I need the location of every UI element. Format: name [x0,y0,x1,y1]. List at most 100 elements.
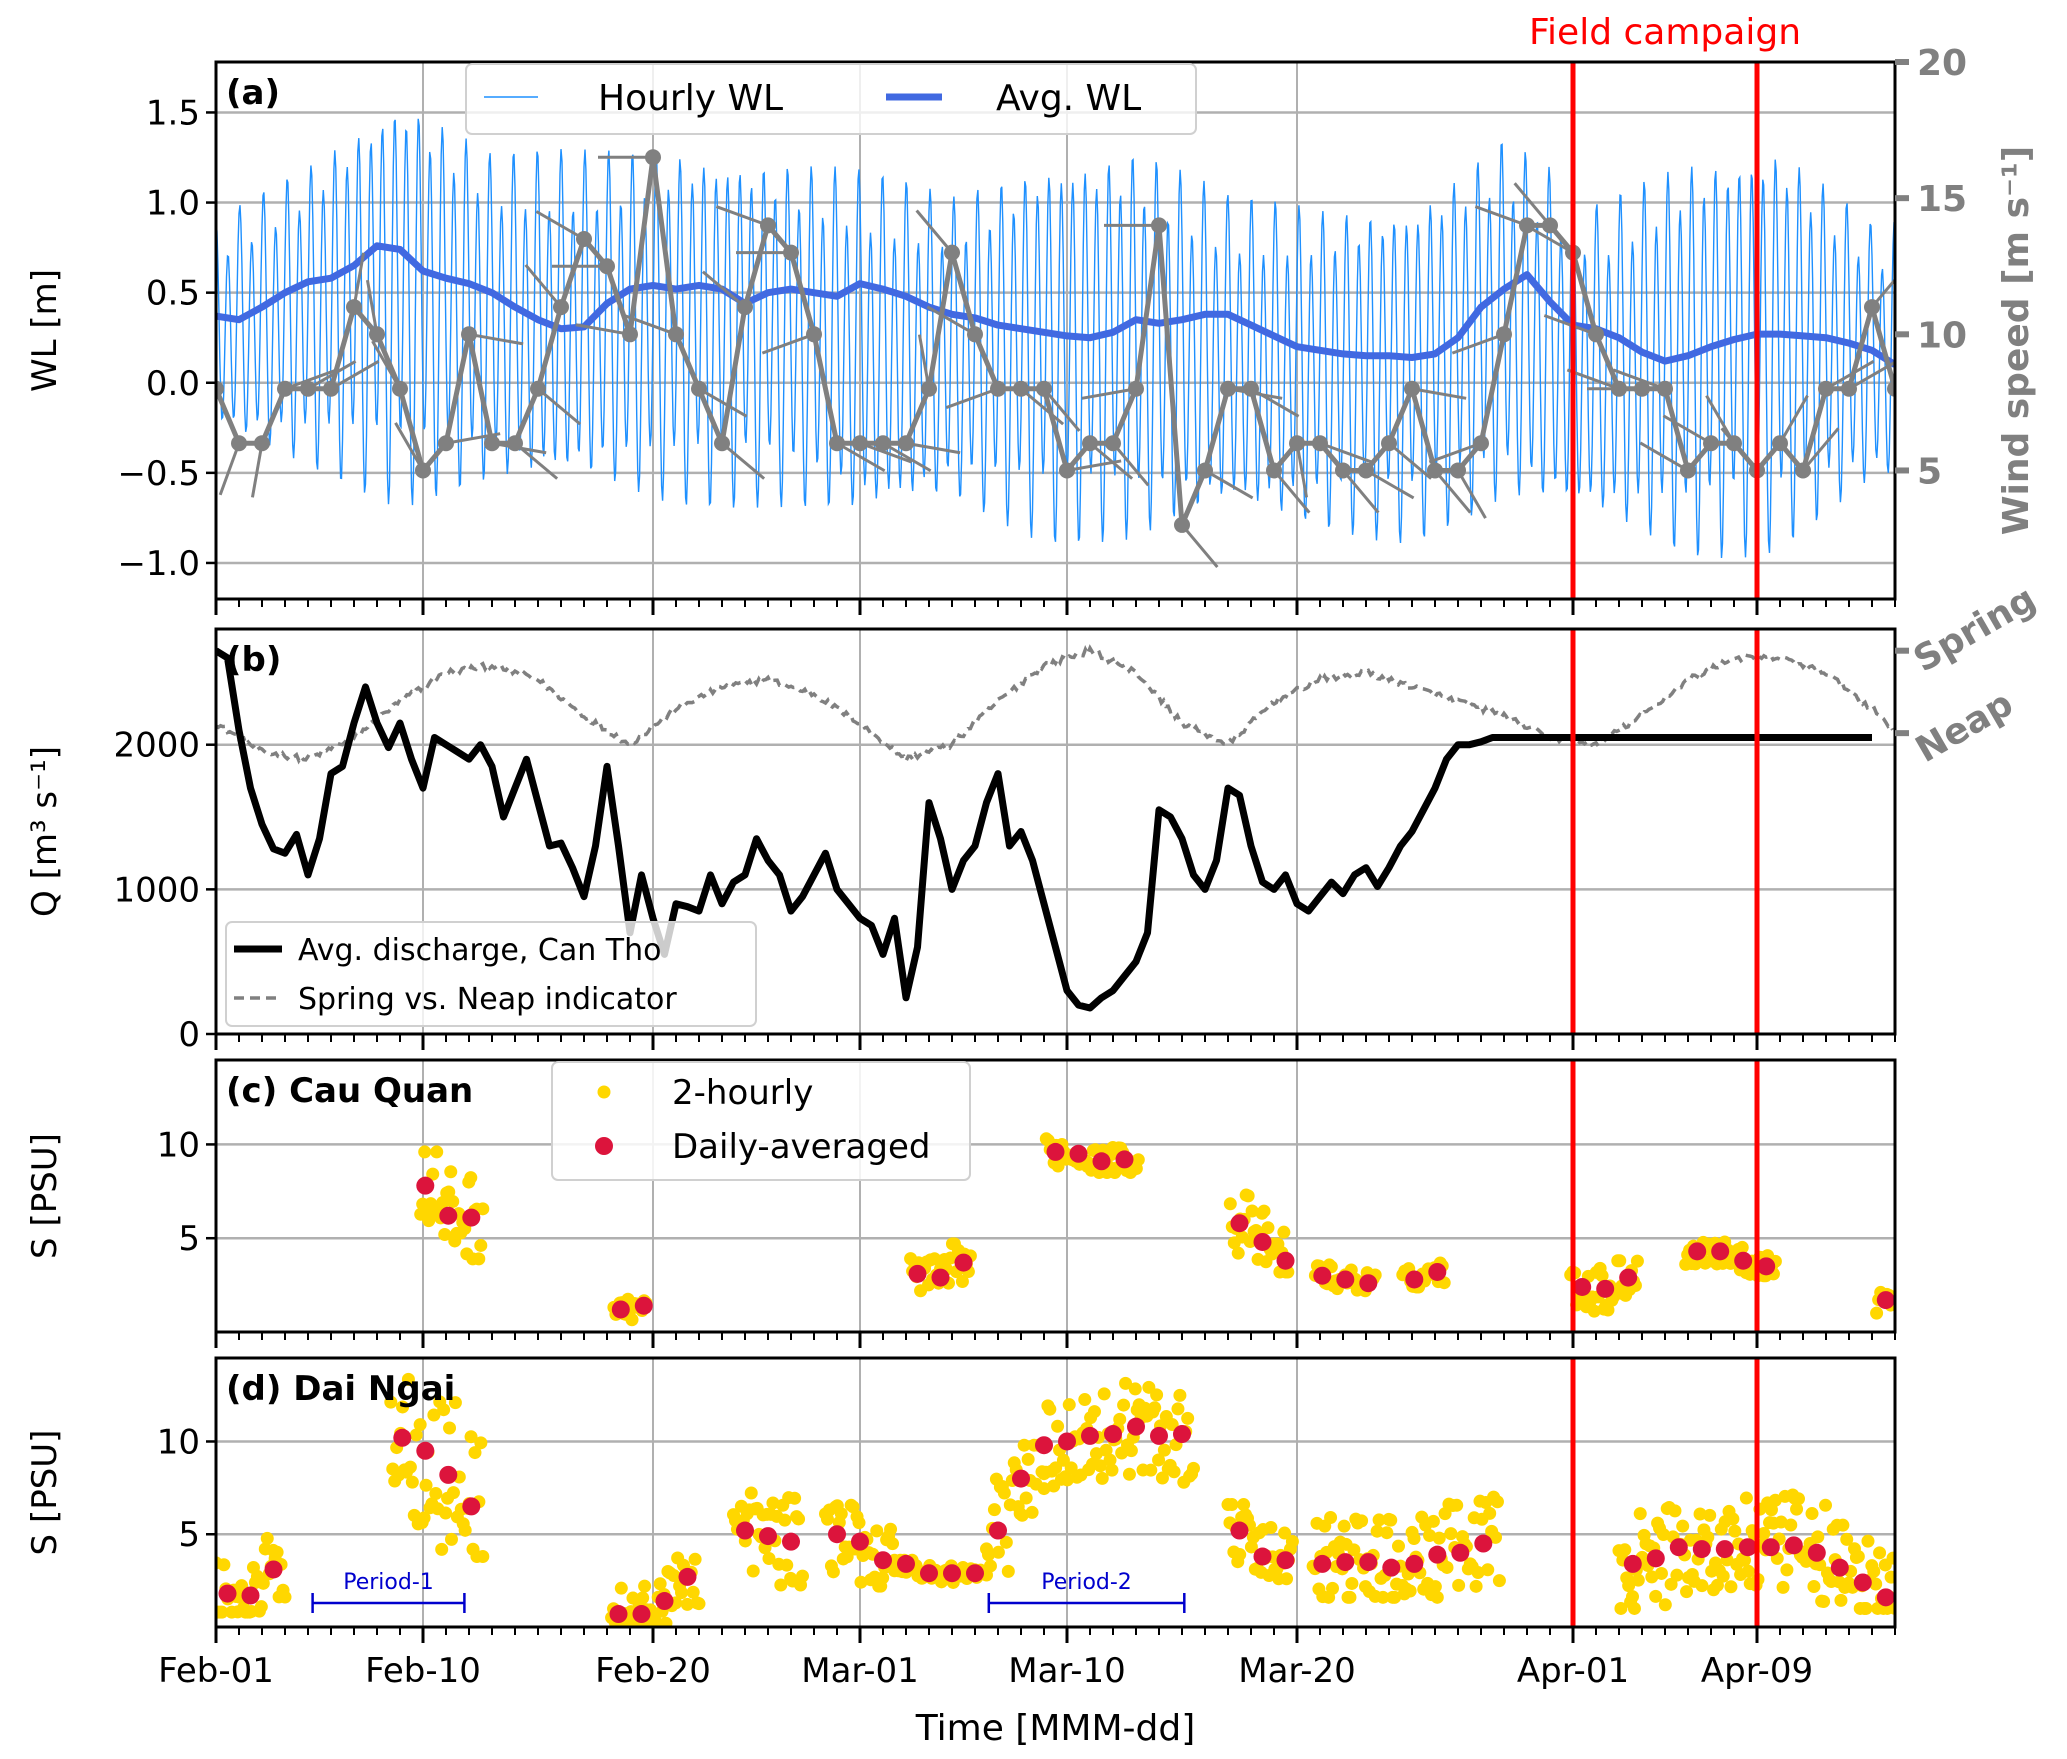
two-hourly-point [1626,1590,1640,1604]
two-hourly-point [1811,1530,1825,1544]
legend-avg-wl-label: Avg. WL [996,78,1141,119]
wind-speed-point [990,380,1006,397]
legend-box [225,921,757,1027]
wind-direction-stick [1319,441,1373,464]
two-hourly-point [1233,1548,1247,1562]
two-hourly-point [1703,1508,1717,1522]
wind-direction-stick [1801,427,1840,472]
wind-speed-point [1611,380,1627,397]
two-hourly-point [1064,1461,1078,1475]
two-hourly-point [474,1436,488,1450]
discharge-line [216,647,1872,1012]
daily-avg-point [416,1441,435,1460]
wind-speed-point [576,231,592,248]
x-tick-label: Apr-01 [1517,1651,1629,1691]
two-hourly-point [1370,1524,1384,1538]
two-hourly-point [1726,1512,1740,1526]
panel-frame-a [214,60,1897,601]
two-hourly-point [876,1571,890,1585]
two-hourly-point [435,1542,449,1556]
two-hourly-point [256,1576,270,1590]
legend-daily-avg-label: Daily-averaged [672,1127,930,1167]
two-hourly-point [762,1551,776,1565]
two-hourly-point [444,1532,458,1546]
two-hourly-point [1618,1543,1632,1557]
daily-avg-point [1757,1257,1776,1276]
wind-speed-point [783,244,799,261]
daily-avg-point [1428,1262,1447,1281]
wind-speed-point [1772,435,1788,452]
two-hourly-point [1264,1521,1278,1535]
wind-speed-point [1588,326,1604,343]
daily-avg-point [1173,1425,1191,1444]
wind-direction-stick [218,442,241,496]
wind-speed-point [1680,462,1696,479]
wind-speed-point [231,435,247,452]
daily-avg-point [1150,1426,1168,1445]
two-hourly-point [1432,1531,1446,1545]
daily-avg-point [1046,1142,1065,1161]
two-hourly-point [1261,1221,1275,1235]
daily-avg-point [1734,1251,1753,1270]
wind-direction-stick [524,263,563,309]
two-hourly-point [1103,1453,1117,1467]
wind-speed-point [277,380,293,397]
wind-direction-stick [915,209,954,254]
daily-avg-point [1104,1425,1122,1444]
two-hourly-point [680,1597,694,1611]
spring-neap-line [216,644,1895,766]
wind-speed-point [898,435,914,452]
wind-speed-point [1450,462,1466,479]
daily-avg-point [782,1532,800,1551]
wind-direction-stick [1456,469,1487,519]
two-hourly-point [667,1568,681,1582]
two-hourly-point [1724,1580,1738,1594]
wind-direction-stick [468,332,524,346]
x-tick-label: Mar-20 [1238,1651,1356,1691]
y-right-tick-label: 20 [1917,43,1967,84]
two-hourly-point [1150,1388,1164,1402]
two-hourly-point [774,1578,788,1592]
two-hourly-point [1280,1572,1294,1586]
legend-two-hourly-swatch [597,1085,611,1099]
two-hourly-point [1097,1387,1111,1401]
wind-speed-point [668,326,684,343]
daily-avg-point [1692,1540,1711,1559]
two-hourly-point [987,1503,1001,1517]
two-hourly-point [1285,1534,1299,1548]
legend-spring-neap-label: Spring vs. Neap indicator [298,982,677,1017]
wind-speed-point [875,435,891,452]
daily-avg-point [851,1532,869,1551]
two-hourly-point [659,1616,673,1627]
two-hourly-point [1019,1491,1033,1505]
two-hourly-point [260,1531,274,1545]
daily-avg-point [1069,1144,1088,1163]
wind-direction-stick [859,441,913,464]
daily-avg-point [1313,1266,1332,1285]
wind-direction-stick [1513,182,1552,227]
two-hourly-point [1403,1584,1417,1598]
panel-label: (d) Dai Ngai [226,1369,455,1409]
two-hourly-point [1676,1519,1690,1533]
two-hourly-point [788,1491,802,1505]
daily-avg-point [1474,1534,1493,1553]
wind-speed-point [553,299,569,316]
wind-speed-point [1427,462,1443,479]
wind-speed-point [714,435,730,452]
two-hourly-point [1805,1507,1819,1521]
two-hourly-point [1587,1304,1601,1318]
two-hourly-point [1277,1225,1291,1239]
daily-avg-point [1711,1242,1730,1261]
wind-speed-point [1887,380,1895,397]
daily-avg-point [393,1428,412,1447]
y-tick-label: 0 [178,1015,200,1055]
two-hourly-point [1834,1593,1848,1607]
daily-avg-point [439,1206,458,1225]
two-hourly-point [458,1523,472,1537]
x-tick-label: Feb-10 [365,1651,481,1691]
wind-speed-point [1082,435,1098,452]
two-hourly-point [1122,1467,1136,1481]
two-hourly-point [401,1372,415,1386]
two-hourly-point [766,1496,780,1510]
x-tick-label: Feb-20 [595,1651,711,1691]
